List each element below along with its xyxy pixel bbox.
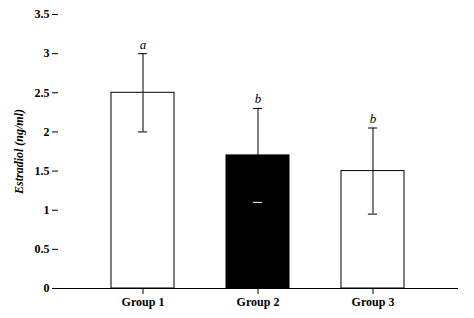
svg-text:Estradiol (ng/ml): Estradiol (ng/ml) bbox=[12, 109, 26, 195]
svg-text:2: 2 bbox=[44, 125, 50, 139]
svg-text:2.5: 2.5 bbox=[35, 86, 50, 100]
svg-text:0.5: 0.5 bbox=[35, 242, 50, 256]
svg-text:0: 0 bbox=[44, 281, 50, 295]
svg-text:b: b bbox=[370, 111, 377, 126]
svg-text:Group 2: Group 2 bbox=[237, 295, 280, 309]
svg-text:b: b bbox=[255, 91, 262, 106]
svg-text:3.5: 3.5 bbox=[35, 7, 50, 21]
svg-text:1: 1 bbox=[44, 203, 50, 217]
svg-text:a: a bbox=[140, 37, 147, 52]
svg-text:1.5: 1.5 bbox=[35, 164, 50, 178]
svg-text:Group 1: Group 1 bbox=[122, 295, 165, 309]
svg-text:3: 3 bbox=[44, 46, 50, 60]
svg-text:Group 3: Group 3 bbox=[352, 295, 395, 309]
